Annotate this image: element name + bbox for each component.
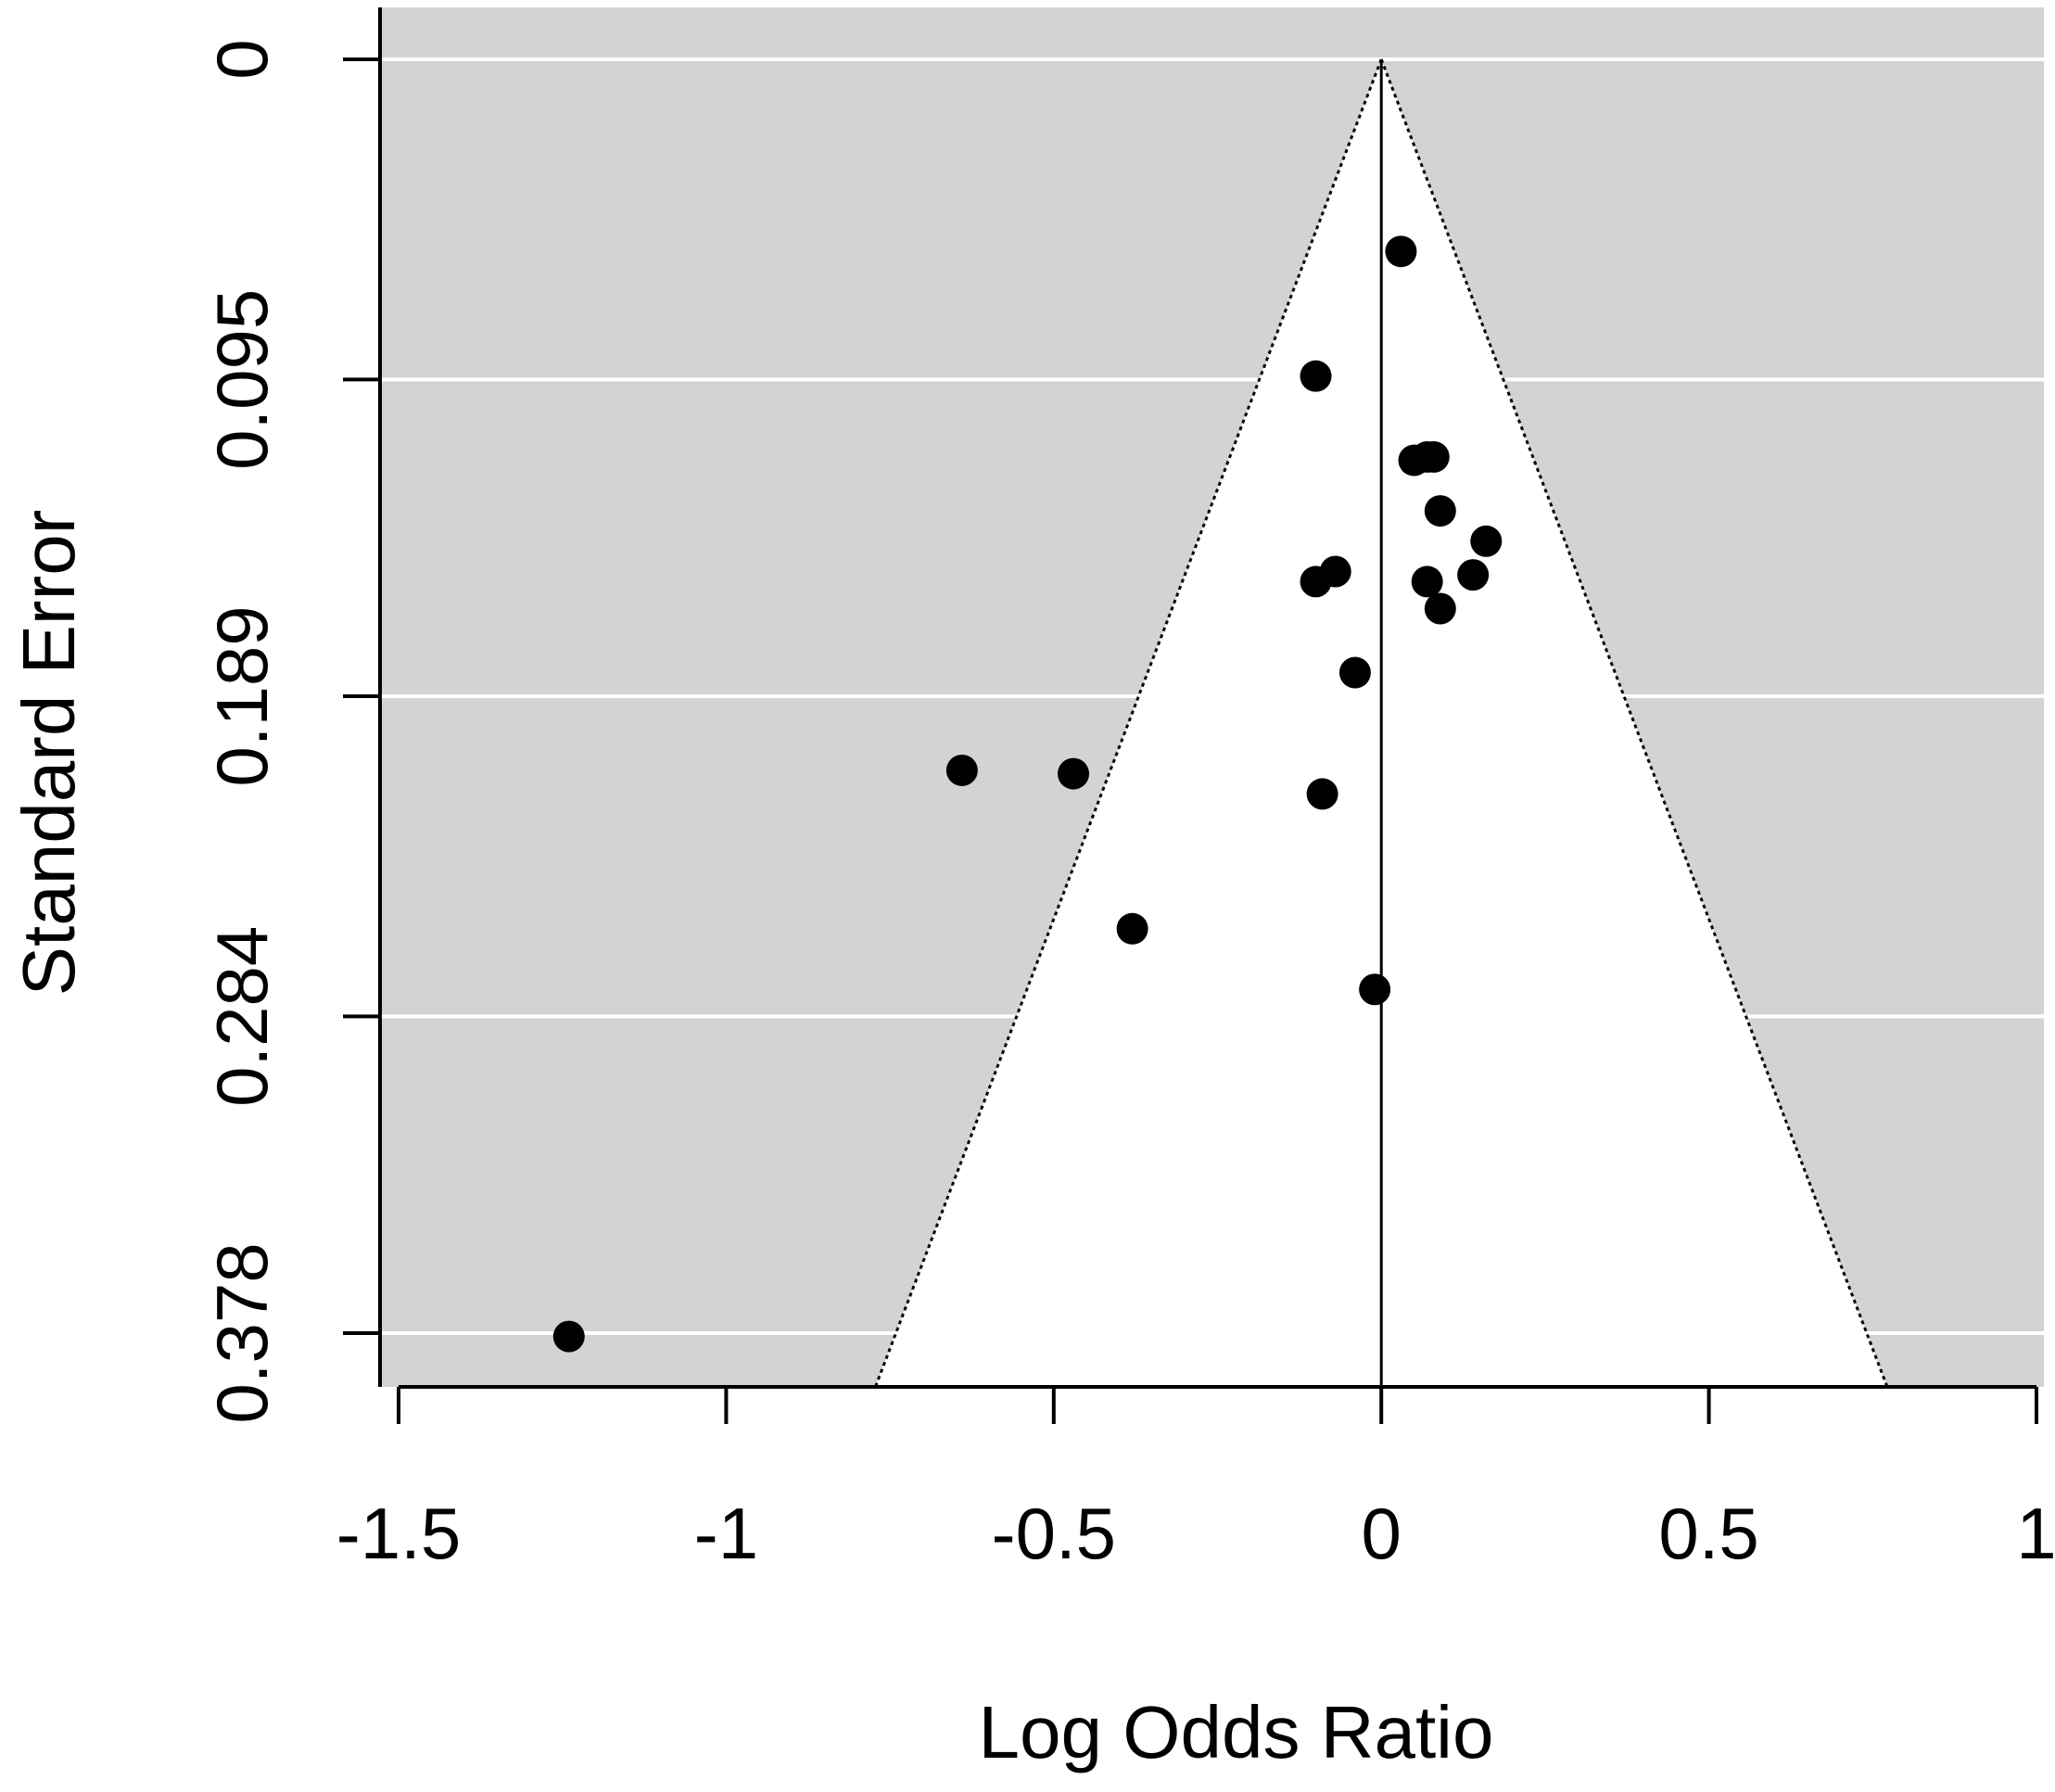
data-point-7 [1457,559,1490,591]
x-axis: -1.5 -1 -0.5 0 0.5 1 [336,1385,2055,1574]
data-point-10 [1411,566,1443,598]
data-point-17 [1359,973,1391,1006]
data-point-18 [552,1320,585,1353]
data-point-14 [1058,757,1090,790]
data-point-13 [945,754,978,786]
x-tick-label-1: -1 [694,1493,758,1574]
data-point-4 [1417,440,1450,473]
x-tick-label-3: 0 [1362,1493,1402,1574]
x-tick-label-0: -1.5 [336,1493,461,1574]
data-point-11 [1424,592,1456,625]
x-axis-title: Log Odds Ratio [979,1691,1494,1773]
y-tick-label-1: 0.095 [201,289,283,470]
data-point-0 [1385,235,1417,268]
x-tick-label-2: -0.5 [992,1493,1116,1574]
data-point-9 [1300,566,1332,598]
data-point-6 [1470,525,1503,557]
data-point-16 [1116,912,1148,945]
data-point-1 [1300,360,1332,392]
y-tick-label-4: 0.378 [201,1242,283,1423]
plot-panel [380,7,2044,1388]
x-tick-label-5: 1 [2016,1493,2055,1574]
y-tick-label-2: 0.189 [201,605,283,786]
y-tick-label-3: 0.284 [201,926,283,1107]
x-tick-label-4: 0.5 [1658,1493,1758,1574]
y-axis: 0 0.095 0.189 0.284 0.378 [201,7,382,1424]
y-tick-label-0: 0 [201,39,283,79]
data-points [552,235,1503,1353]
data-point-5 [1424,495,1456,527]
data-point-15 [1306,778,1338,810]
y-axis-title: Standard Error [7,510,90,997]
data-point-12 [1338,656,1371,689]
